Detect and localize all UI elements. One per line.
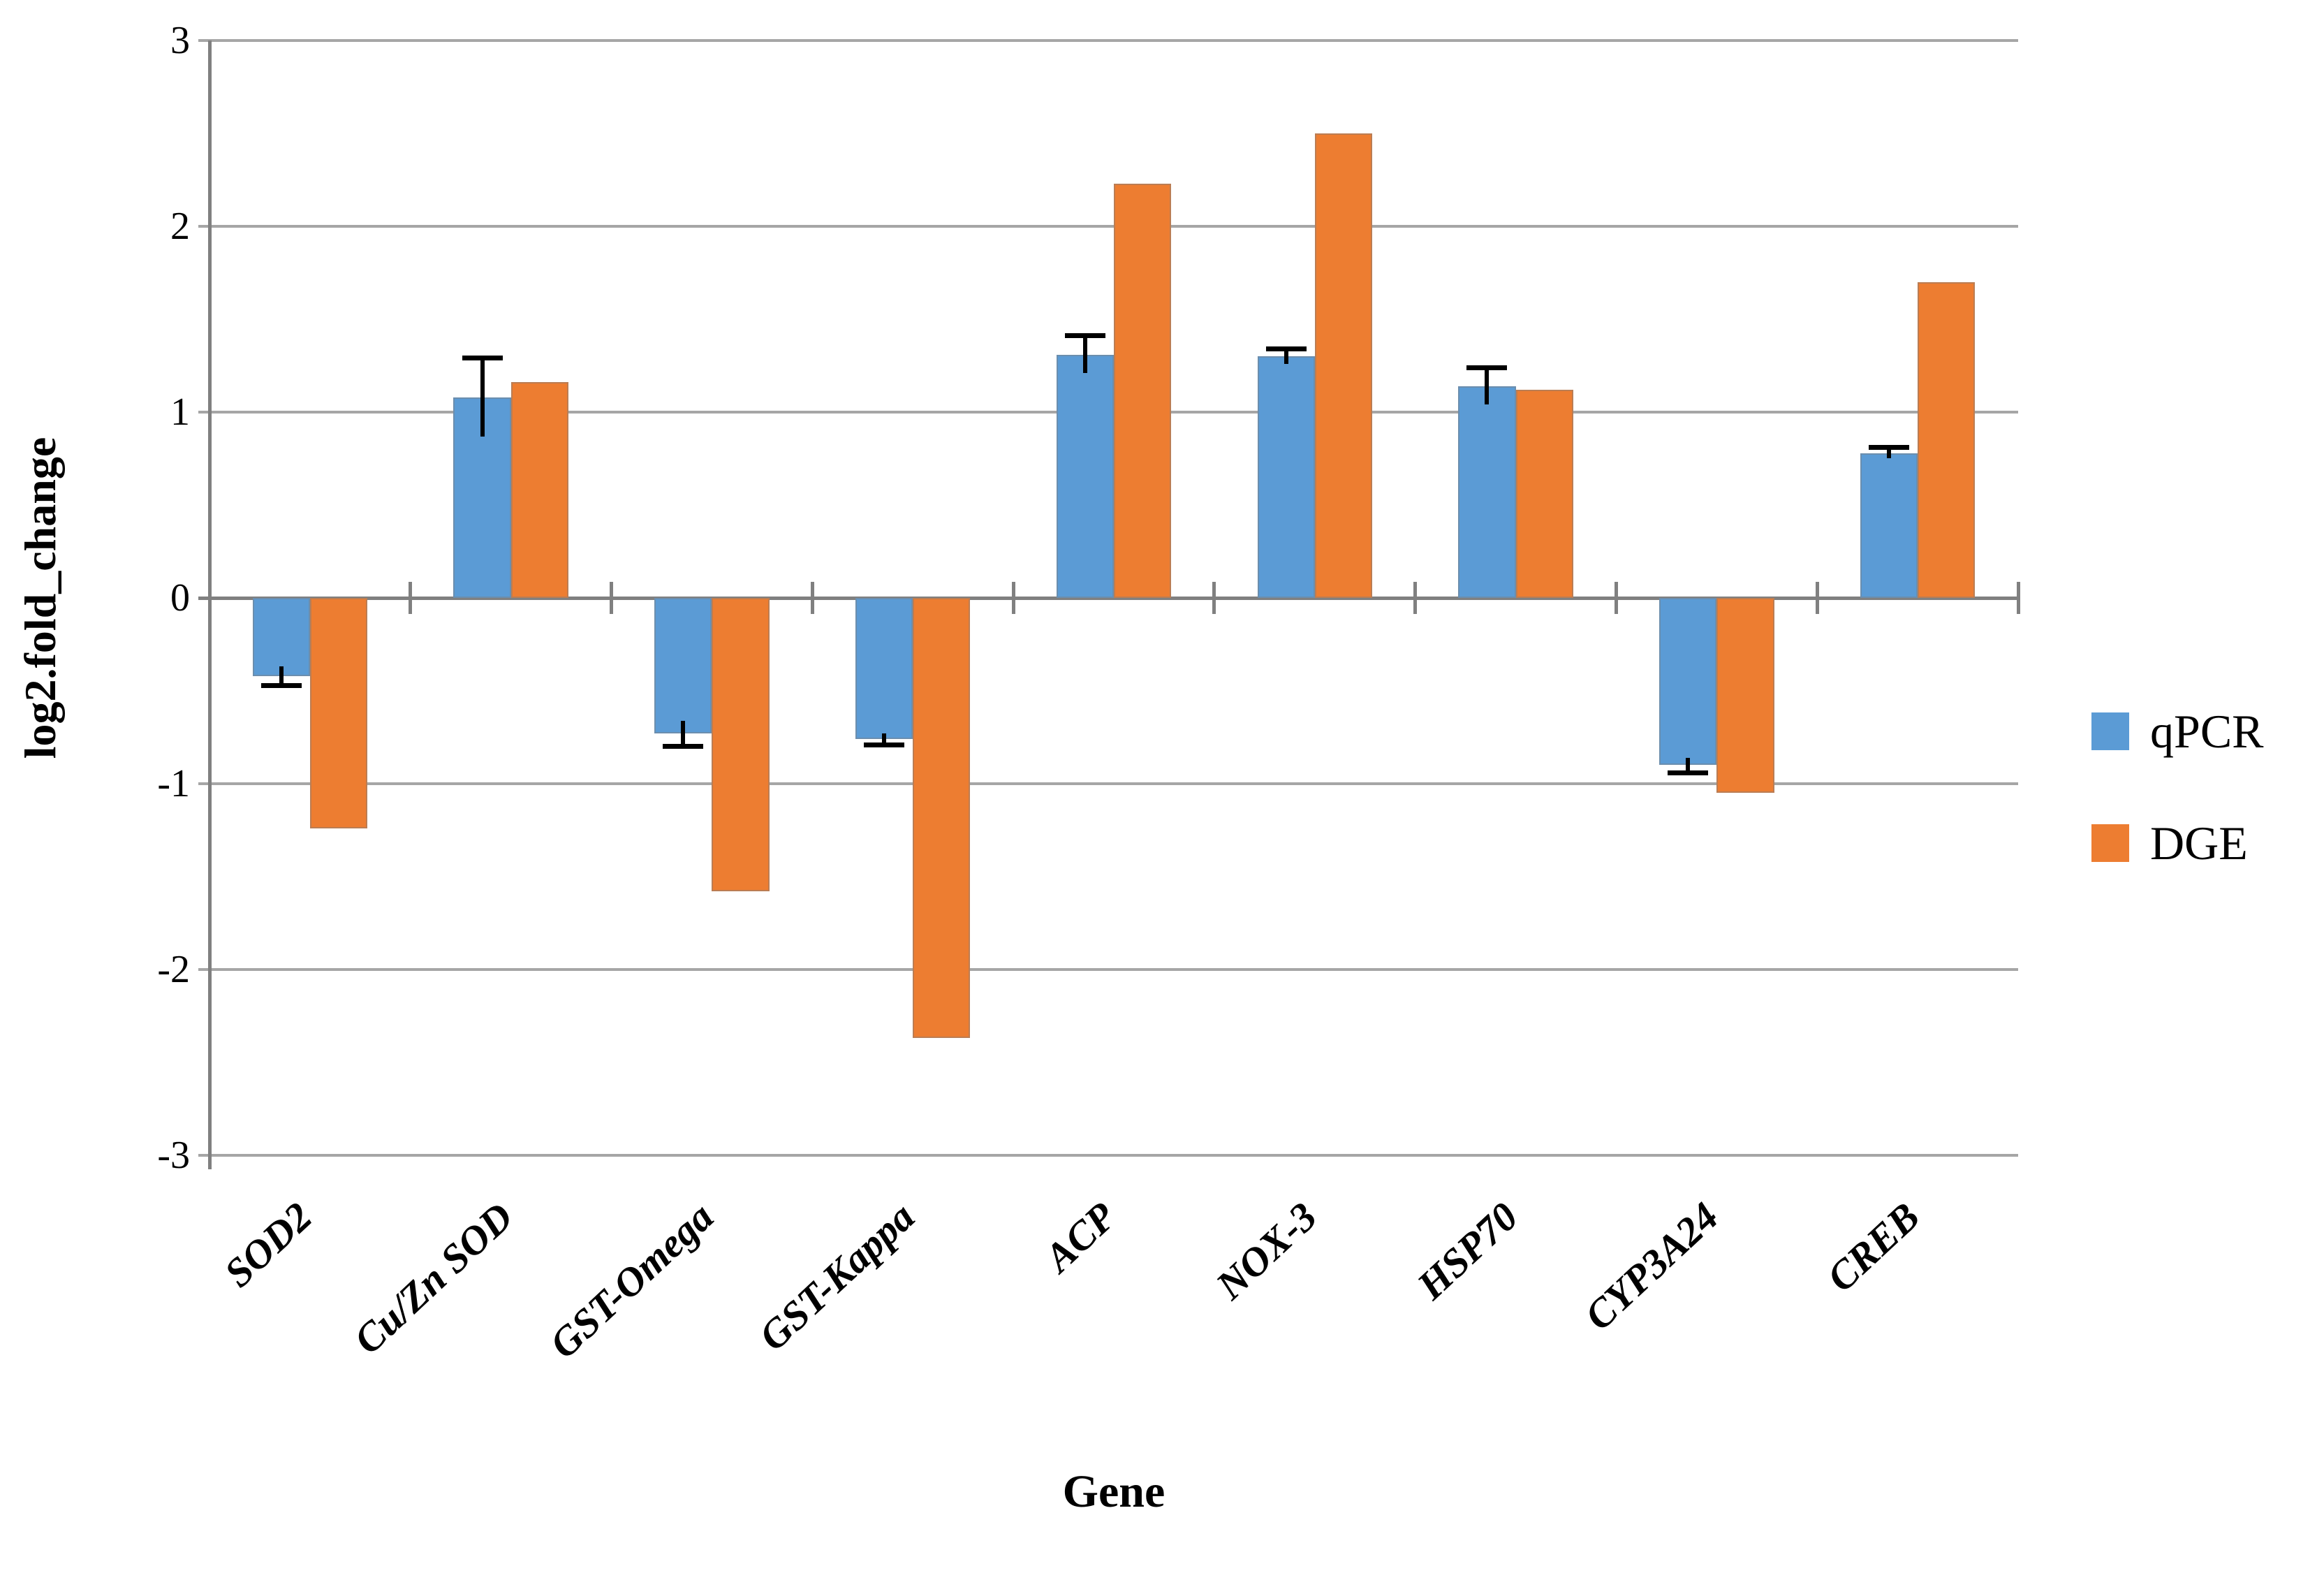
error-bar-line-Cu/Zn SOD [480,358,485,437]
error-bar-cap-ACP [1064,333,1105,339]
category-tick [409,582,413,614]
error-bar-cap-SOD2 [260,682,302,688]
error-bar-line-NOX-3 [1284,349,1288,364]
bar-qPCR-CREB [1860,453,1918,598]
y-gridline [198,1154,2018,1157]
legend-item-qPCR: qPCR [2091,702,2264,761]
y-tick-label: -2 [157,948,190,991]
legend-item-DGE: DGE [2091,814,2264,872]
bar-DGE-ACP [1114,183,1172,598]
error-bar-line-ACP [1082,335,1087,374]
error-bar-line-GST-Kappa [882,733,887,745]
legend-swatch-qPCR [2091,712,2129,750]
category-tick [1614,582,1618,614]
y-tick-label: -1 [157,762,190,805]
y-axis-title: log2.fold_change [15,437,65,759]
legend-label-qPCR: qPCR [2150,705,2264,758]
bar-qPCR-HSP70 [1458,386,1516,598]
bar-DGE-SOD2 [309,598,368,828]
bar-qPCR-ACP [1056,354,1114,598]
x-axis-title: Gene [1062,1466,1165,1517]
y-tick-label: 0 [170,576,190,620]
category-tick [1011,582,1015,614]
y-tick-label: 2 [170,205,190,248]
bar-DGE-NOX-3 [1314,133,1372,598]
y-gridline [198,782,2018,785]
error-bar-line-CREB [1887,447,1891,459]
bar-qPCR-SOD2 [252,598,310,676]
bar-qPCR-CYP3A24 [1659,598,1717,766]
bar-qPCR-GST-Omega [654,598,712,734]
y-gridline [198,968,2018,971]
error-bar-cap-CREB [1869,445,1909,451]
error-bar-cap-CYP3A24 [1668,770,1709,775]
error-bar-line-GST-Omega [681,720,686,747]
error-bar-cap-GST-Omega [663,744,704,749]
error-bar-line-SOD2 [279,666,284,685]
legend-label-DGE: DGE [2150,817,2248,870]
legend-swatch-DGE [2091,824,2129,862]
bar-DGE-CREB [1918,281,1976,598]
category-tick [610,582,614,614]
y-gridline [198,225,2018,228]
category-tick [1413,582,1418,614]
error-bar-cap-HSP70 [1466,365,1508,370]
bar-DGE-GST-Kappa [913,598,971,1039]
y-tick-label: -3 [157,1134,190,1177]
category-tick [2016,582,2020,614]
error-bar-cap-Cu/Zn SOD [462,356,503,361]
y-tick-label: 1 [170,390,190,434]
y-gridline [198,39,2018,42]
error-bar-cap-GST-Kappa [864,742,905,747]
category-tick [810,582,814,614]
bar-qPCR-NOX-3 [1257,356,1315,598]
error-bar-cap-NOX-3 [1265,346,1307,352]
category-tick [1212,582,1216,614]
bar-DGE-HSP70 [1515,390,1573,598]
error-bar-line-CYP3A24 [1686,757,1691,773]
bar-qPCR-GST-Kappa [855,598,913,740]
x-axis-zero-line [198,596,2018,600]
legend: qPCR DGE [2091,702,2264,872]
bar-DGE-Cu/Zn SOD [510,382,568,598]
bar-DGE-CYP3A24 [1716,598,1774,793]
y-tick-label: 3 [170,19,190,62]
error-bar-line-HSP70 [1485,367,1490,405]
y-axis-line [208,41,212,1169]
bar-DGE-GST-Omega [712,598,770,892]
category-tick [1815,582,1819,614]
